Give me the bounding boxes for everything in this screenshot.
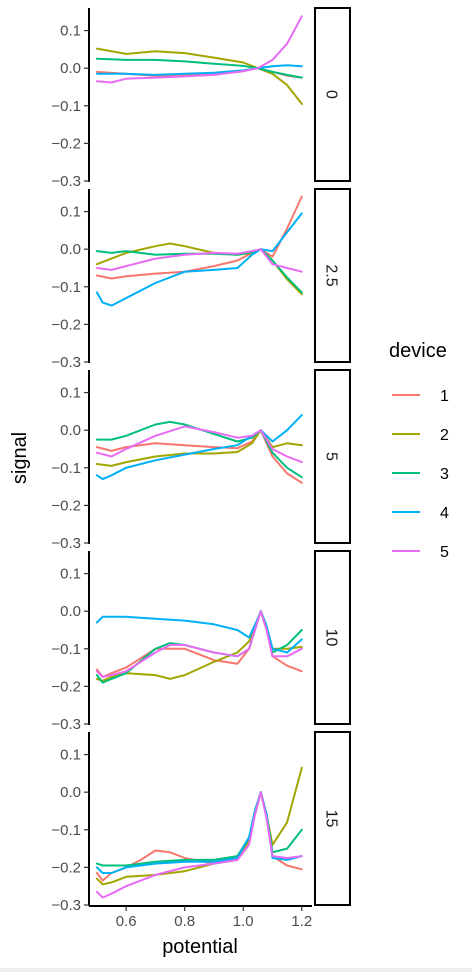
facet-panel: 0.1 0.0 −0.1 −0.2 −0.3 2.5 [51, 188, 351, 371]
legend-label: 2 [440, 427, 449, 444]
facet-strip-label: 15 [323, 810, 340, 828]
series-line-device-5 [95, 610, 303, 678]
y-tick-label: 0.0 [60, 241, 81, 258]
legend-label: 5 [440, 544, 449, 561]
y-tick-label: −0.1 [51, 279, 81, 296]
y-tick-label: −0.1 [51, 641, 81, 658]
facet-strip [314, 7, 351, 182]
y-tick-label: −0.2 [51, 135, 81, 152]
y-tick-label: −0.2 [51, 859, 81, 876]
series-line-device-1 [95, 429, 303, 484]
x-axis: 0.6 0.8 1.0 1.2 [89, 905, 312, 930]
facet-strip [314, 731, 351, 906]
y-tick-label: −0.2 [51, 497, 81, 514]
y-tick-label: −0.2 [51, 316, 81, 333]
y-tick-label: 0.1 [60, 566, 81, 583]
facet-panel: 0.1 0.0 −0.1 −0.2 −0.3 5 [51, 369, 351, 552]
y-tick-label: −0.1 [51, 98, 81, 115]
facet-strip-label: 5 [323, 452, 340, 461]
y-tick-label: 0.0 [60, 603, 81, 620]
facet-panel: 0.1 0.0 −0.1 −0.2 −0.3 15 [51, 731, 351, 914]
series-line-device-4 [95, 610, 303, 654]
x-tick-label: 0.6 [116, 913, 137, 930]
legend: device 1 2 3 4 5 [389, 340, 449, 561]
facet-panel: 0.1 0.0 −0.1 −0.2 −0.3 10 [51, 550, 351, 733]
y-tick-label: 0.0 [60, 422, 81, 439]
facet-strip-label: 0 [323, 90, 340, 99]
y-tick-label: −0.2 [51, 678, 81, 695]
legend-item: 2 [392, 427, 449, 444]
series-line-device-4 [95, 414, 303, 481]
facet-strip-label: 2.5 [323, 264, 340, 286]
facet-strip [314, 550, 351, 725]
series-line-device-5 [95, 791, 303, 899]
series-line-device-4 [95, 212, 303, 307]
y-axis-title: signal [9, 432, 31, 484]
facet-panel: 0.1 0.0 −0.1 −0.2 −0.3 0 [51, 7, 351, 190]
y-tick-label: −0.3 [51, 535, 81, 552]
legend-item: 4 [392, 505, 449, 522]
legend-item: 1 [392, 388, 449, 405]
panels-layer: 0.1 0.0 −0.1 −0.2 −0.3 0 0.1 0.0 −0.1 −0.2 −0.3 2.5… [51, 7, 351, 914]
x-tick-label: 1.0 [233, 913, 254, 930]
y-tick-label: 0.1 [60, 747, 81, 764]
facet-strip [314, 369, 351, 544]
legend-title: device [389, 340, 447, 362]
series-line-device-5 [95, 425, 303, 464]
facet-strip-label: 10 [323, 629, 340, 647]
legend-item: 3 [392, 466, 449, 483]
y-tick-label: −0.3 [51, 716, 81, 733]
y-tick-label: 0.1 [60, 204, 81, 221]
y-tick-label: 0.1 [60, 23, 81, 40]
legend-item: 5 [392, 544, 449, 561]
series-line-device-3 [95, 57, 303, 79]
facet-strip [314, 188, 351, 363]
y-tick-label: −0.1 [51, 460, 81, 477]
y-tick-label: −0.3 [51, 897, 81, 914]
x-tick-label: 1.2 [291, 913, 312, 930]
x-tick-label: 0.8 [174, 913, 195, 930]
series-line-device-1 [95, 195, 303, 280]
series-line-device-4 [95, 64, 303, 76]
legend-label: 1 [440, 388, 449, 405]
series-line-device-2 [95, 47, 303, 105]
x-axis-title: potential [162, 936, 238, 958]
legend-entries: 1 2 3 4 5 [392, 388, 449, 561]
series-line-device-2 [95, 429, 303, 467]
bottom-edge-bar [0, 968, 472, 972]
series-line-device-5 [95, 15, 303, 84]
y-tick-label: −0.3 [51, 354, 81, 371]
y-tick-label: 0.0 [60, 784, 81, 801]
legend-label: 3 [440, 466, 449, 483]
y-tick-label: 0.0 [60, 60, 81, 77]
y-tick-label: −0.3 [51, 173, 81, 190]
series-line-device-3 [95, 420, 303, 479]
y-tick-label: 0.1 [60, 385, 81, 402]
legend-label: 4 [440, 505, 449, 522]
series-line-device-5 [95, 248, 303, 273]
y-tick-label: −0.1 [51, 822, 81, 839]
